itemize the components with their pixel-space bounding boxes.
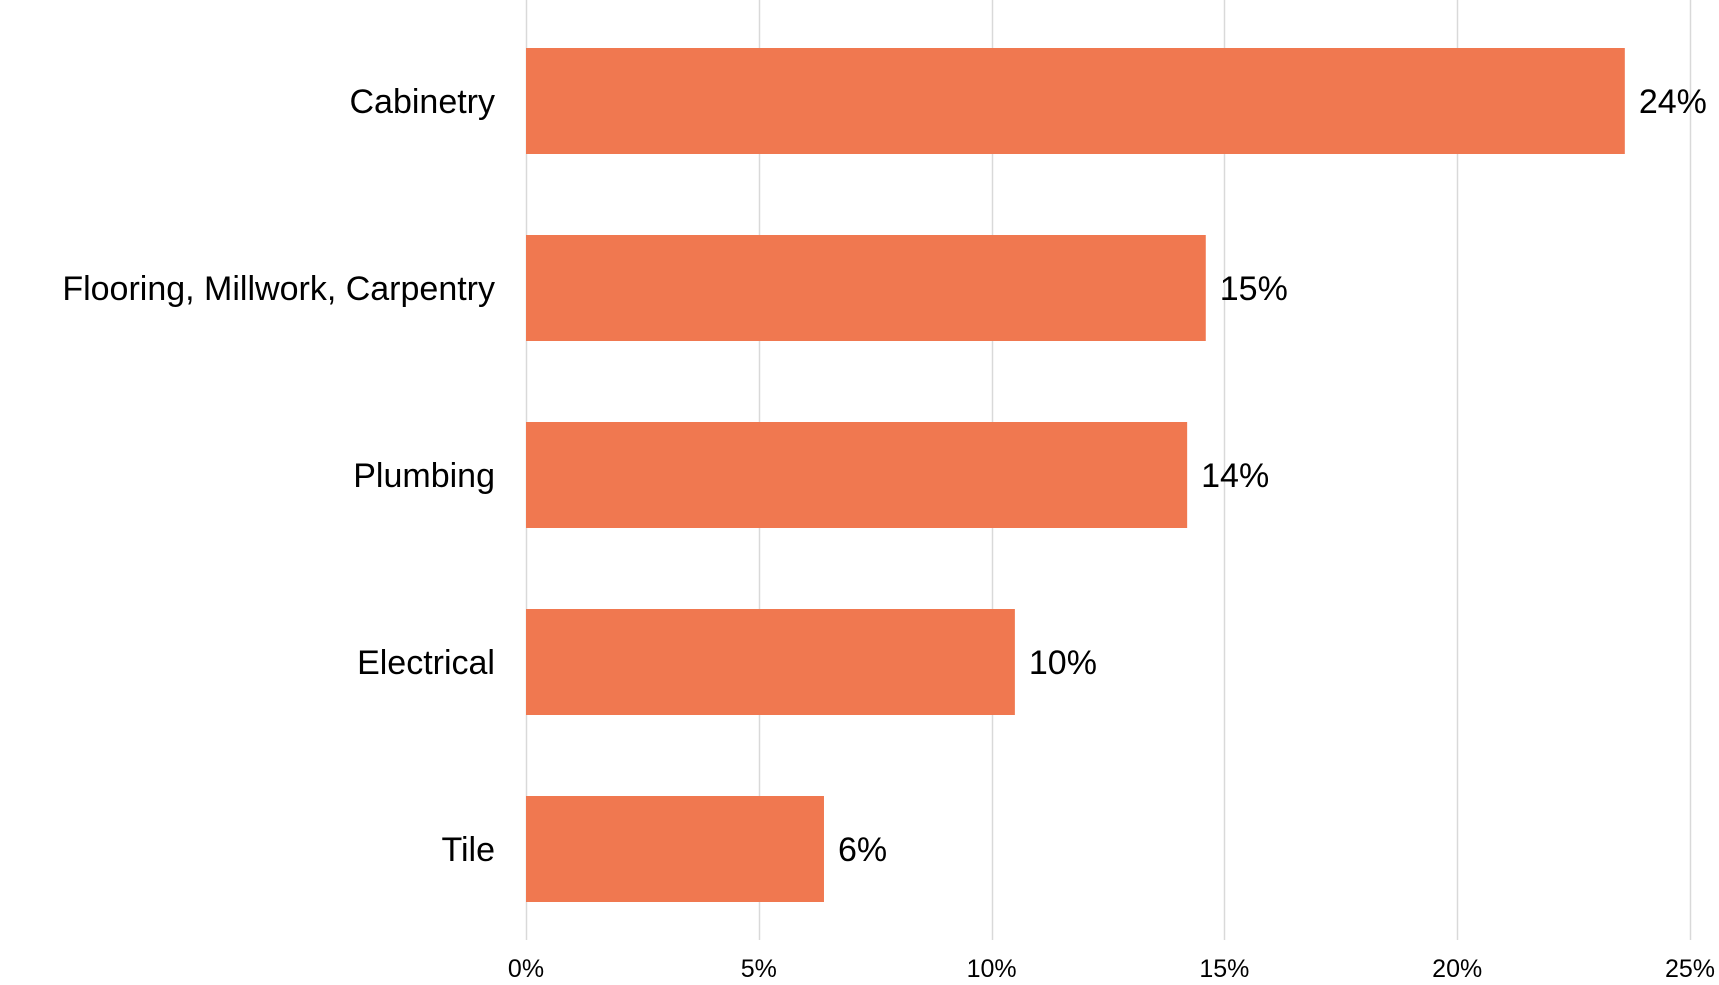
x-tick-label: 15% [1199, 955, 1249, 983]
bar [526, 609, 1015, 715]
x-tick-label: 5% [741, 955, 777, 983]
data-label: 6% [838, 831, 887, 869]
data-label: 24% [1639, 83, 1707, 121]
x-tick-label: 0% [508, 955, 544, 983]
category-label: Tile [441, 831, 495, 869]
bar [526, 422, 1188, 528]
category-label: Flooring, Millwork, Carpentry [62, 270, 495, 308]
bars [526, 48, 1625, 902]
category-label: Cabinetry [349, 83, 495, 121]
category-labels: Cabinetry Flooring, Millwork, Carpentry Pl… [62, 83, 495, 869]
data-label: 15% [1220, 270, 1288, 308]
data-labels: 24% 15% 14% 10% 6% [838, 83, 1707, 869]
x-tick-label: 20% [1432, 955, 1482, 983]
x-tick-label: 10% [967, 955, 1017, 983]
category-label: Electrical [357, 644, 495, 682]
data-label: 14% [1201, 457, 1269, 495]
data-label: 10% [1029, 644, 1097, 682]
x-tick-label: 25% [1665, 955, 1715, 983]
x-axis-tick-labels: 0% 5% 10% 15% 20% 25% [508, 955, 1715, 983]
bar [526, 235, 1206, 341]
bar [526, 48, 1625, 154]
category-label: Plumbing [353, 457, 495, 495]
bar [526, 796, 824, 902]
